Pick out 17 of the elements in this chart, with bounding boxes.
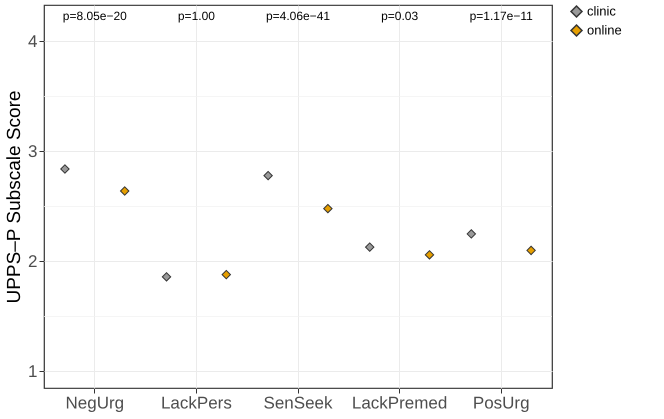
y-tick-label: 1 [28, 362, 38, 381]
annotation: p=4.06e−41 [266, 9, 330, 23]
legend-label: clinic [587, 4, 616, 18]
x-tick-label: NegUrg [66, 394, 124, 412]
legend-label: online [587, 22, 622, 38]
x-tick-label: LackPremed [352, 394, 448, 412]
y-tick-label: 2 [28, 252, 38, 271]
x-tick-label: LackPers [160, 394, 232, 412]
y-tick-label: 3 [28, 142, 38, 161]
annotation: p=0.03 [381, 9, 418, 23]
x-tick-label: SenSeek [264, 394, 333, 412]
annotation: p=1.17e−11 [470, 9, 534, 23]
y-tick-label: 4 [28, 32, 38, 51]
x-tick-label: PosUrg [472, 394, 530, 412]
annotation: p=1.00 [178, 9, 216, 23]
annotation: p=8.05e−20 [62, 9, 128, 23]
y-axis-title: UPPS–P Subscale Score [4, 90, 26, 304]
